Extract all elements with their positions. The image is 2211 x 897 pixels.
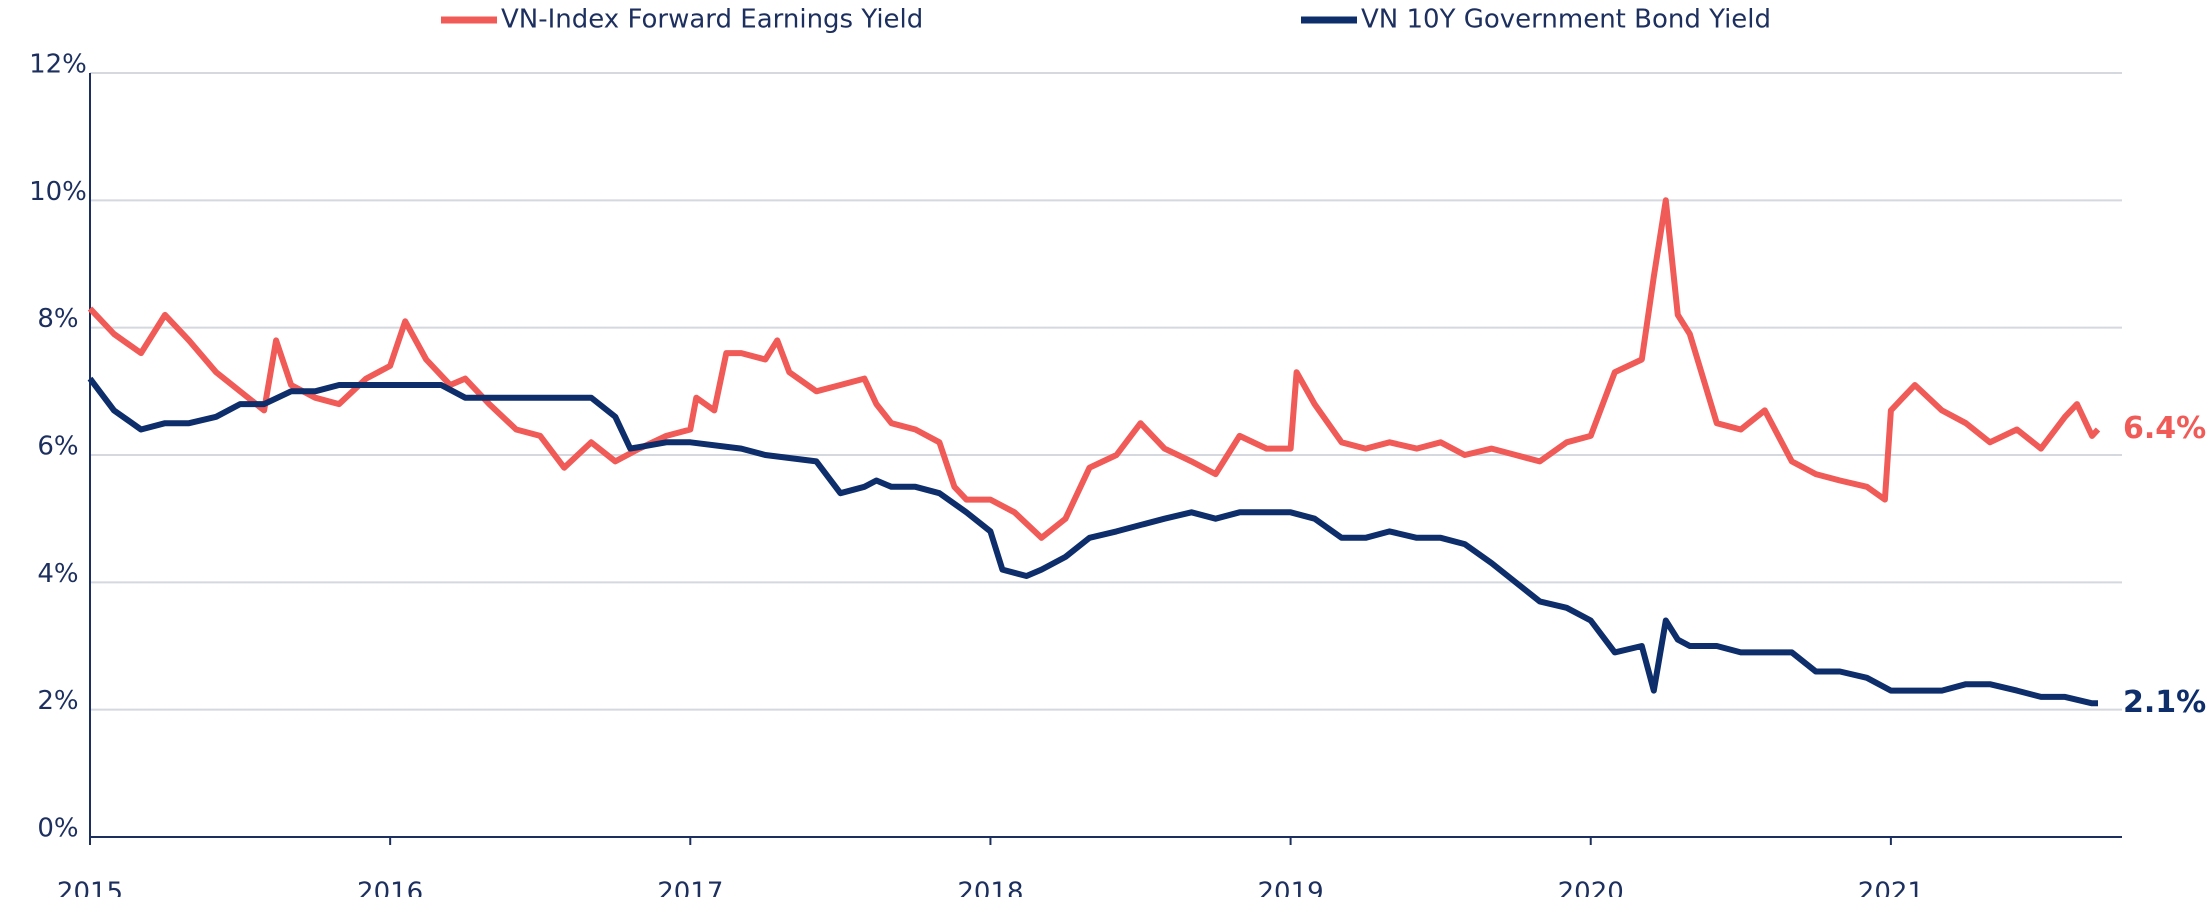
- legend-label: VN 10Y Government Bond Yield: [1361, 5, 1771, 35]
- x-tick-label: 2019: [1258, 878, 1324, 897]
- y-tick-label: 6%: [37, 432, 78, 462]
- y-tick-label: 10%: [29, 177, 87, 207]
- end-label: 2.1%: [2123, 685, 2206, 720]
- end-label: 6.4%: [2123, 411, 2206, 446]
- y-tick-label: 4%: [37, 559, 78, 589]
- x-tick-label: 2018: [957, 878, 1023, 897]
- x-tick-label: 2017: [657, 878, 723, 897]
- x-tick-label: 2020: [1558, 878, 1624, 897]
- x-tick-label: 2016: [357, 878, 423, 897]
- series-line: [87, 376, 2098, 707]
- legend-label: VN-Index Forward Earnings Yield: [501, 5, 923, 35]
- x-tick-label: 2021: [1858, 878, 1924, 897]
- y-tick-label: 2%: [37, 686, 78, 716]
- y-tick-label: 0%: [37, 814, 78, 844]
- x-tick-label: 2015: [57, 878, 123, 897]
- y-tick-label: 8%: [37, 304, 78, 334]
- y-tick-label: 12%: [29, 50, 87, 80]
- series-line: [87, 197, 2101, 541]
